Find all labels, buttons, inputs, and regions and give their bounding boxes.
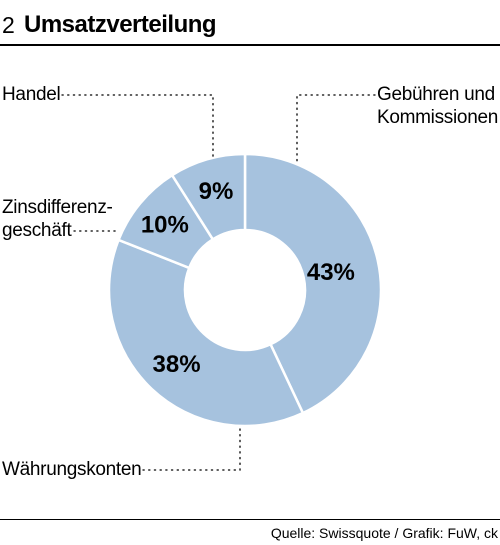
donut-chart: 43% 38% 10% 9% [61, 94, 383, 471]
data-label-zins: 10% [141, 212, 189, 239]
data-label-gebuehren: 43% [307, 259, 355, 286]
label-waehrungskonten: Währungskonten [2, 459, 142, 480]
slice-waehrung [107, 238, 305, 428]
slice-group [107, 152, 383, 428]
source-note: Quelle: Swissquote / Grafik: FuW, ck [270, 525, 498, 541]
chart-title: Umsatzverteilung [24, 11, 217, 38]
slice-handel [170, 152, 247, 242]
leader-line-gebuehren [296, 94, 376, 163]
label-handel: Handel [2, 84, 61, 105]
label-gebuehren: Gebühren und Kommissionen [376, 84, 498, 128]
data-label-waehrung: 38% [153, 351, 201, 378]
chart-header: 2 Umsatzverteilung [0, 0, 500, 46]
slice-gebuehren [243, 152, 383, 415]
footer-rule [0, 519, 500, 520]
chart-number: 2 [2, 12, 15, 38]
data-label-handel: 9% [199, 178, 234, 205]
leader-line-handel [61, 94, 214, 159]
label-zinsdifferenz: Zinsdifferenz- geschäft [2, 197, 113, 241]
data-label-group: 43% 38% 10% 9% [141, 178, 355, 378]
leader-line-waehrung [142, 425, 241, 471]
